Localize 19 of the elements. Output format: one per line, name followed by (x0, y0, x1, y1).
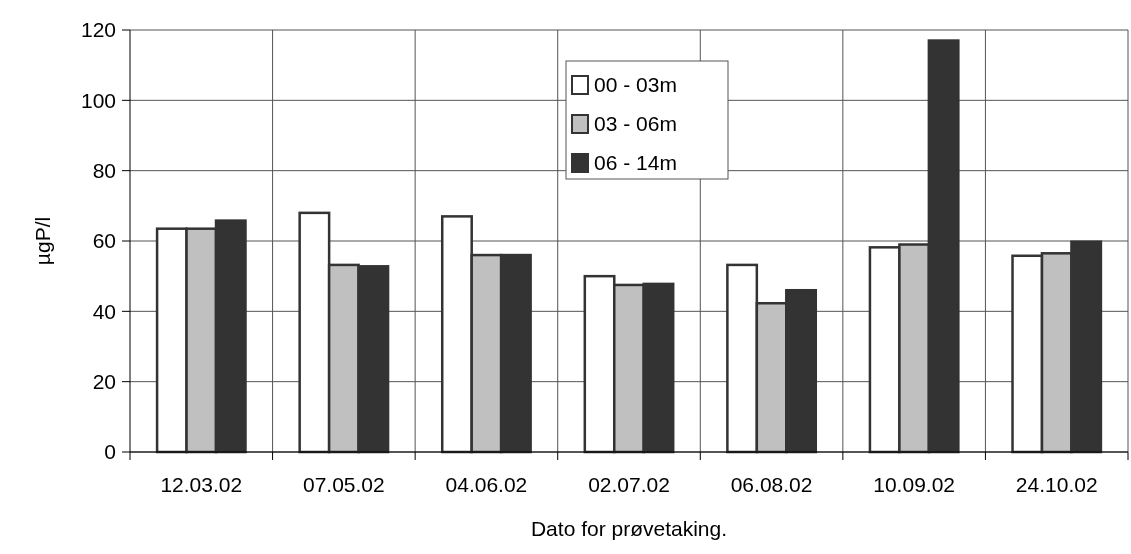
y-tick-label: 0 (104, 440, 116, 464)
legend-label: 03 - 06m (594, 112, 677, 136)
y-tick-label: 20 (92, 370, 116, 394)
x-tick-label: 24.10.02 (1015, 473, 1098, 496)
y-tick-label: 80 (92, 159, 116, 183)
x-axis-title: Dato for prøvetaking. (530, 517, 728, 540)
x-tick-label: 07.05.02 (302, 473, 385, 496)
y-tick-label: 40 (92, 299, 116, 323)
y-tick-label: 120 (80, 18, 116, 42)
x-tick-label: 02.07.02 (588, 473, 670, 496)
y-tick-label: 60 (92, 229, 116, 253)
x-tick-label: 10.09.02 (873, 473, 956, 496)
legend-label: 06 - 14m (594, 151, 677, 175)
x-tick-label: 12.03.02 (160, 473, 243, 496)
x-tick-label: 06.08.02 (730, 473, 813, 496)
legend-label: 00 - 03m (594, 73, 677, 97)
x-tick-label: 04.06.02 (445, 473, 528, 496)
y-axis-title: µgP/l (31, 216, 54, 266)
y-tick-label: 100 (80, 88, 116, 112)
